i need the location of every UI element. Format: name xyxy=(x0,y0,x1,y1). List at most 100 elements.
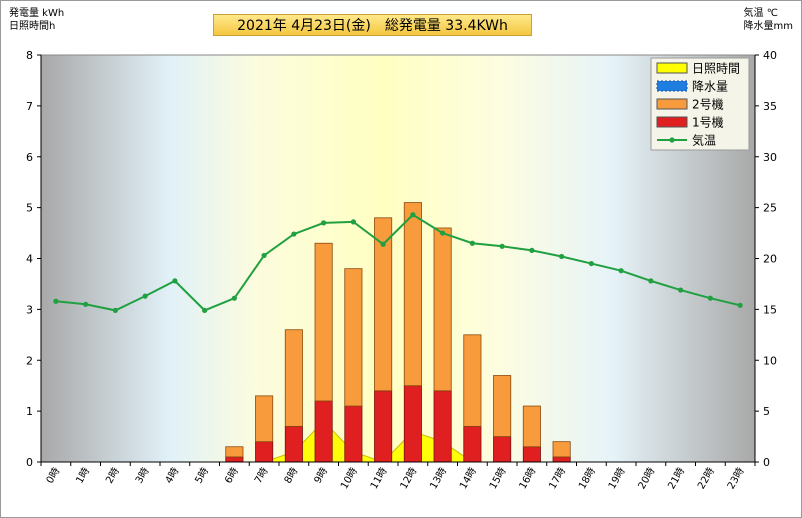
x-tick-label-8: 8時 xyxy=(282,466,301,486)
x-tick-label-0: 0時 xyxy=(44,466,63,486)
x-tick-label-12: 12時 xyxy=(398,466,420,492)
x-tick-label-4: 4時 xyxy=(163,466,182,486)
temperature-point-17 xyxy=(559,253,565,260)
temperature-point-7 xyxy=(261,252,267,259)
temperature-point-13 xyxy=(440,230,446,236)
right-tick-label-4: 20 xyxy=(763,253,777,266)
bar-unit2-16 xyxy=(522,405,541,448)
temperature-point-0 xyxy=(53,298,59,304)
temperature-point-19 xyxy=(618,268,624,274)
bar-unit2-7 xyxy=(255,395,274,443)
left-tick-label-6: 6 xyxy=(26,151,33,164)
temperature-point-16 xyxy=(529,247,535,253)
left-axis-caption: 発電量 kWh 日照時間h xyxy=(9,7,64,33)
x-tick-label-19: 19時 xyxy=(606,466,628,492)
x-tick-label-7: 7時 xyxy=(252,466,271,486)
right-tick-label-8: 40 xyxy=(763,49,777,62)
x-tick-label-18: 18時 xyxy=(576,466,598,492)
left-tick-label-0: 0 xyxy=(26,456,33,469)
temperature-point-3 xyxy=(142,293,148,299)
temperature-point-20 xyxy=(648,278,654,284)
right-tick-label-6: 30 xyxy=(763,151,777,164)
left-tick-label-7: 7 xyxy=(26,100,33,113)
legend-swatch-3 xyxy=(656,116,688,128)
bar-unit2-9 xyxy=(314,242,333,402)
bar-unit1-10 xyxy=(344,405,363,463)
bar-unit1-16 xyxy=(522,446,541,463)
legend-label-3: 1号機 xyxy=(692,115,724,130)
right-tick-label-5: 25 xyxy=(763,202,777,215)
x-tick-label-6: 6時 xyxy=(222,466,241,486)
left-tick-label-5: 5 xyxy=(26,202,33,215)
x-tick-label-17: 17時 xyxy=(546,466,568,492)
temperature-line xyxy=(55,213,741,312)
temperature-point-6 xyxy=(231,295,237,301)
left-axis-label-energy: 発電量 kWh xyxy=(9,8,65,19)
temperature-point-12 xyxy=(410,212,416,218)
bar-unit1-13 xyxy=(433,390,452,463)
right-tick-label-0: 0 xyxy=(763,456,770,469)
x-tick-label-10: 10時 xyxy=(338,466,360,492)
right-axis-label-rain: 降水量mm xyxy=(743,21,793,32)
bar-unit2-11 xyxy=(374,217,393,392)
bar-unit1-6 xyxy=(225,456,244,463)
bar-unit1-15 xyxy=(493,436,512,463)
bar-unit1-8 xyxy=(284,425,303,463)
left-tick-label-1: 1 xyxy=(26,405,33,418)
temperature-point-10 xyxy=(350,219,356,225)
temperature-point-9 xyxy=(321,220,327,226)
legend-label-0: 日照時間 xyxy=(692,62,740,76)
temperature-point-18 xyxy=(588,260,594,267)
right-tick-label-3: 15 xyxy=(763,303,777,316)
bar-unit1-11 xyxy=(374,390,393,463)
x-tick-label-15: 15時 xyxy=(487,466,509,492)
temperature-point-11 xyxy=(380,241,386,247)
bar-unit2-15 xyxy=(493,375,512,437)
right-tick-label-2: 10 xyxy=(763,354,777,367)
temperature-point-15 xyxy=(499,243,505,249)
x-tick-label-20: 20時 xyxy=(636,466,658,492)
bar-unit2-13 xyxy=(433,227,452,392)
temperature-point-1 xyxy=(83,301,89,307)
plot-area xyxy=(40,54,756,463)
legend-swatch-1 xyxy=(656,80,688,92)
x-tick-label-11: 11時 xyxy=(368,466,390,492)
x-tick-label-13: 13時 xyxy=(427,466,449,492)
x-tick-label-14: 14時 xyxy=(457,466,479,492)
left-tick-label-2: 2 xyxy=(26,354,33,367)
right-tick-label-7: 35 xyxy=(763,100,777,113)
bars-layer xyxy=(225,202,571,463)
left-tick-label-4: 4 xyxy=(26,253,33,266)
bar-unit1-12 xyxy=(403,385,422,463)
temperature-line-layer xyxy=(53,212,743,313)
x-tick-label-16: 16時 xyxy=(517,466,539,492)
bar-unit2-14 xyxy=(463,334,482,427)
temperature-point-23 xyxy=(737,302,743,308)
right-axis-caption: 気温 ℃ 降水量mm xyxy=(744,7,793,33)
left-axis-label-sunshine: 日照時間h xyxy=(9,21,56,32)
right-axis-label-temp: 気温 ℃ xyxy=(743,8,778,19)
x-tick-label-9: 9時 xyxy=(312,466,331,486)
x-tick-label-1: 1時 xyxy=(74,466,93,486)
x-tick-label-2: 2時 xyxy=(103,466,122,486)
x-tick-label-23: 23時 xyxy=(725,466,747,492)
chart-title: 2021年 4月23日(金) 総発電量 33.4KWh xyxy=(213,14,532,36)
right-tick-label-1: 5 xyxy=(763,405,770,418)
x-tick-label-3: 3時 xyxy=(133,466,152,486)
temperature-point-8 xyxy=(291,231,297,237)
bar-unit2-6 xyxy=(225,446,244,458)
left-tick-label-3: 3 xyxy=(26,303,33,316)
temperature-point-21 xyxy=(678,287,684,293)
bar-unit2-17 xyxy=(552,441,571,458)
legend-swatch-dot-4 xyxy=(669,137,675,143)
bar-unit1-7 xyxy=(255,441,274,463)
legend-label-1: 降水量 xyxy=(692,80,728,94)
bar-unit2-12 xyxy=(403,202,422,387)
temperature-point-4 xyxy=(172,278,178,284)
left-tick-label-8: 8 xyxy=(26,49,33,62)
temperature-point-5 xyxy=(202,307,208,313)
temperature-point-2 xyxy=(112,307,118,313)
